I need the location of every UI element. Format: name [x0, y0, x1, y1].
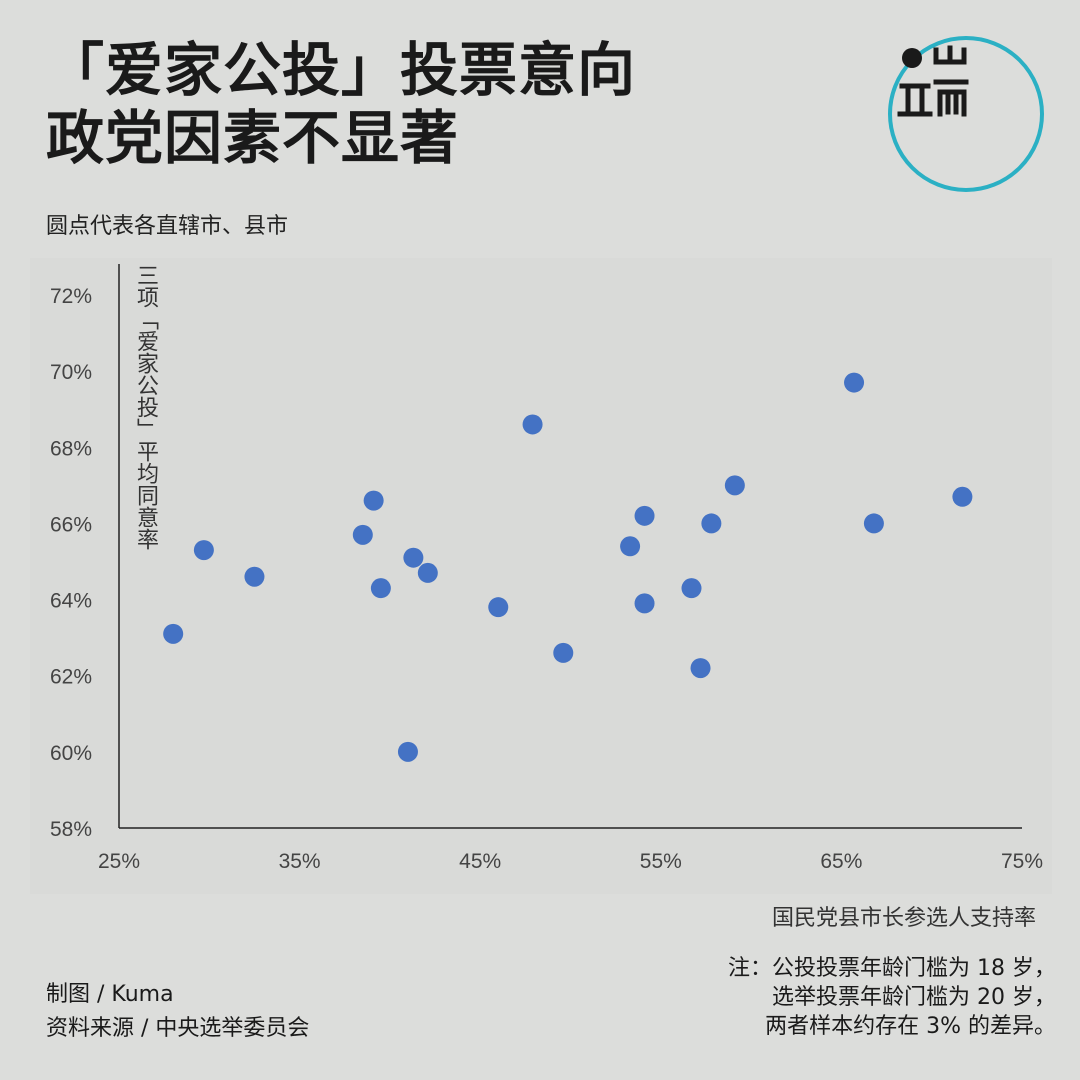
data-point [690, 658, 711, 679]
y-tick-label: 64% [50, 590, 92, 613]
data-point [403, 547, 424, 568]
data-point [163, 623, 184, 644]
data-point [634, 505, 655, 526]
y-tick-label: 70% [50, 361, 92, 384]
x-tick-label: 45% [459, 850, 501, 873]
x-axis-label: 国民党县市长参选人支持率 [771, 906, 1036, 931]
credit-author: 制图 / Kuma [46, 982, 174, 1007]
data-point [681, 578, 702, 599]
data-point [620, 536, 641, 557]
data-point [397, 741, 418, 762]
title-line-1: 「爱家公投」投票意向 [46, 36, 637, 104]
y-tick-label: 60% [50, 742, 92, 765]
data-point [844, 372, 865, 393]
x-tick-label: 55% [640, 850, 682, 873]
data-point [634, 593, 655, 614]
x-tick-label: 65% [820, 850, 862, 873]
x-tick-label: 35% [279, 850, 321, 873]
title-line-2: 政党因素不显著 [46, 104, 460, 172]
footnote: 注：公投投票年龄门槛为 18 岁， 选举投票年龄门槛为 20 岁， 两者样本约存… [728, 954, 1056, 1041]
footnote-line-2: 选举投票年龄门槛为 20 岁， [772, 985, 1056, 1010]
y-tick-label: 58% [50, 818, 92, 841]
y-tick-label: 72% [50, 285, 92, 308]
credits: 制图 / Kuma 资料来源 / 中央选举委员会 [46, 978, 309, 1046]
data-point [488, 597, 509, 618]
data-point [363, 490, 384, 511]
data-point [352, 524, 373, 545]
credit-source: 资料来源 / 中央选举委员会 [46, 1016, 310, 1041]
data-point [244, 566, 265, 587]
y-axis-label: 三项「爱家公投」平均同意率 [133, 264, 158, 550]
data-point [417, 562, 438, 583]
data-point [553, 642, 574, 663]
footnote-line-3: 两者样本约存在 3% 的差异。 [765, 1014, 1056, 1039]
data-point [370, 578, 391, 599]
plot-background [30, 258, 1052, 894]
data-point [952, 486, 973, 507]
chart-title: 「爱家公投」投票意向 政党因素不显著 [46, 36, 636, 172]
x-tick-label: 75% [1001, 850, 1043, 873]
data-point [522, 414, 543, 435]
chart-subtitle: 圆点代表各直辖市、县市 [46, 214, 289, 239]
data-point [863, 513, 884, 534]
y-tick-label: 62% [50, 666, 92, 689]
data-point [724, 475, 745, 496]
footnote-line-1: 注：公投投票年龄门槛为 18 岁， [728, 956, 1056, 981]
x-tick-label: 25% [98, 850, 140, 873]
y-tick-label: 68% [50, 437, 92, 460]
data-point [193, 540, 214, 561]
data-point [701, 513, 722, 534]
y-tick-label: 66% [50, 513, 92, 536]
logo-icon [888, 36, 1044, 192]
